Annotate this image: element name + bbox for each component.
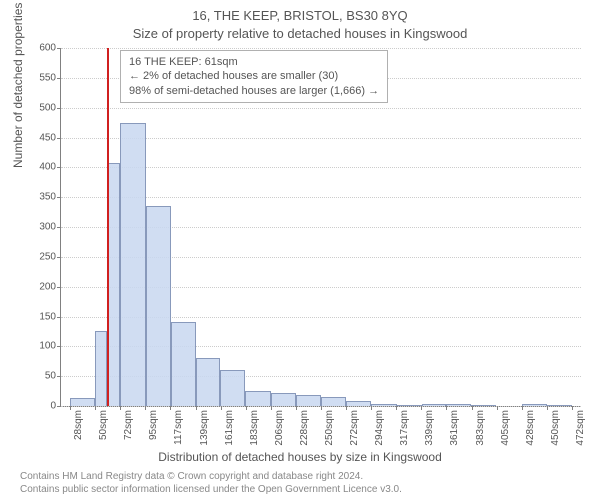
x-tick-mark — [70, 406, 71, 410]
histogram-bar — [245, 391, 271, 406]
histogram-bar — [471, 405, 496, 406]
legend-line-1: 16 THE KEEP: 61sqm — [129, 55, 379, 69]
x-tick-label: 28sqm — [73, 410, 84, 440]
chart-title: Size of property relative to detached ho… — [0, 26, 600, 41]
x-tick-mark — [296, 406, 297, 410]
x-tick-label: 250sqm — [324, 410, 335, 446]
x-tick-mark — [547, 406, 548, 410]
x-tick-label: 72sqm — [123, 410, 134, 440]
y-tick-label: 250 — [26, 251, 56, 262]
footer: Contains HM Land Registry data © Crown c… — [0, 470, 600, 496]
histogram-bar — [220, 370, 245, 406]
histogram-bar — [271, 393, 296, 406]
x-tick-mark — [120, 406, 121, 410]
histogram-bar — [446, 404, 471, 406]
x-tick-label: 272sqm — [349, 410, 360, 446]
x-tick-label: 428sqm — [525, 410, 536, 446]
x-tick-label: 139sqm — [199, 410, 210, 446]
x-tick-mark — [321, 406, 322, 410]
histogram-bar — [70, 398, 95, 406]
x-axis-label: Distribution of detached houses by size … — [0, 450, 600, 464]
x-tick-mark — [396, 406, 397, 410]
x-tick-label: 383sqm — [475, 410, 486, 446]
legend-line-2: ← 2% of detached houses are smaller (30) — [129, 69, 379, 83]
footer-line-2: Contains public sector information licen… — [20, 483, 600, 496]
x-tick-label: 183sqm — [249, 410, 260, 446]
y-tick-label: 450 — [26, 132, 56, 143]
histogram-bar — [146, 206, 171, 406]
x-tick-label: 450sqm — [550, 410, 561, 446]
histogram-bar — [346, 401, 371, 406]
histogram-bar — [321, 397, 346, 406]
histogram-bar — [371, 404, 397, 406]
y-tick-label: 150 — [26, 311, 56, 322]
y-tick-label: 100 — [26, 341, 56, 352]
x-tick-mark — [497, 406, 498, 410]
x-tick-mark — [572, 406, 573, 410]
y-tick-label: 200 — [26, 281, 56, 292]
x-tick-mark — [346, 406, 347, 410]
y-tick-label: 50 — [26, 371, 56, 382]
y-tick-label: 300 — [26, 222, 56, 233]
histogram-bar — [95, 331, 107, 406]
x-tick-label: 117sqm — [173, 410, 184, 445]
x-tick-label: 472sqm — [575, 410, 586, 446]
x-tick-mark — [196, 406, 197, 410]
property-marker-line — [107, 48, 109, 406]
footer-line-1: Contains HM Land Registry data © Crown c… — [20, 470, 600, 483]
x-tick-label: 294sqm — [374, 410, 385, 446]
y-tick-label: 550 — [26, 72, 56, 83]
y-tick-label: 0 — [26, 401, 56, 412]
histogram-bar — [296, 395, 321, 406]
x-tick-mark — [371, 406, 372, 410]
legend-box: 16 THE KEEP: 61sqm ← 2% of detached hous… — [120, 50, 388, 103]
x-tick-label: 228sqm — [299, 410, 310, 446]
x-tick-mark — [446, 406, 447, 410]
address-title: 16, THE KEEP, BRISTOL, BS30 8YQ — [0, 8, 600, 23]
histogram-bar — [547, 405, 572, 406]
histogram-bar — [171, 322, 196, 406]
x-tick-label: 50sqm — [98, 410, 109, 440]
legend-line-3: 98% of semi-detached houses are larger (… — [129, 84, 379, 98]
x-tick-mark — [246, 406, 247, 410]
histogram-bar — [196, 358, 221, 406]
histogram-bar — [120, 123, 146, 406]
x-tick-label: 361sqm — [449, 410, 460, 446]
x-tick-label: 95sqm — [148, 410, 159, 440]
x-tick-mark — [421, 406, 422, 410]
x-tick-mark — [472, 406, 473, 410]
histogram-bar — [422, 404, 447, 406]
x-tick-label: 206sqm — [274, 410, 285, 446]
x-tick-mark — [522, 406, 523, 410]
x-tick-mark — [170, 406, 171, 410]
x-tick-label: 405sqm — [500, 410, 511, 446]
y-tick-label: 350 — [26, 192, 56, 203]
y-tick-mark — [57, 406, 61, 407]
histogram-bar — [397, 405, 422, 406]
histogram-bar — [522, 404, 547, 406]
chart-container: 16, THE KEEP, BRISTOL, BS30 8YQ Size of … — [0, 0, 600, 500]
y-tick-label: 500 — [26, 102, 56, 113]
y-tick-label: 600 — [26, 43, 56, 54]
y-tick-label: 400 — [26, 162, 56, 173]
x-tick-mark — [95, 406, 96, 410]
x-tick-label: 339sqm — [424, 410, 435, 446]
x-tick-label: 317sqm — [399, 410, 410, 446]
x-tick-mark — [271, 406, 272, 410]
y-axis-label: Number of detached properties — [11, 3, 25, 168]
x-tick-label: 161sqm — [224, 410, 235, 446]
x-tick-mark — [221, 406, 222, 410]
x-tick-mark — [145, 406, 146, 410]
